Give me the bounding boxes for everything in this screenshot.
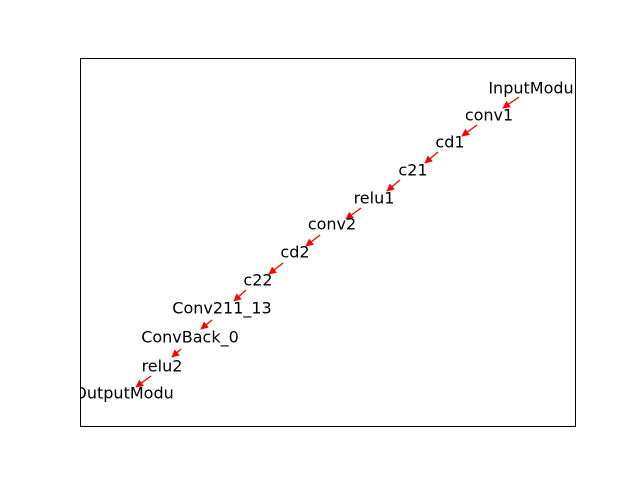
edge-n7-to-n8 bbox=[233, 289, 247, 302]
edge-n6-to-n7 bbox=[268, 262, 284, 275]
edge-n4-to-n5 bbox=[345, 207, 362, 220]
node-label-n7: c22 bbox=[243, 271, 272, 290]
node-label-n2: cd1 bbox=[435, 133, 464, 152]
edge-n0-to-n1 bbox=[502, 96, 520, 109]
node-label-n10: relu2 bbox=[142, 357, 183, 376]
plot-frame bbox=[80, 58, 576, 427]
edge-n5-to-n6 bbox=[305, 234, 321, 247]
node-label-n3: c21 bbox=[398, 161, 427, 180]
node-label-n11: OutputModu bbox=[74, 384, 173, 403]
edge-n9-to-n10 bbox=[171, 348, 182, 358]
edge-n1-to-n2 bbox=[461, 124, 478, 137]
edge-n10-to-n11 bbox=[135, 375, 152, 388]
edge-n2-to-n3 bbox=[424, 151, 439, 164]
edge-n3-to-n4 bbox=[386, 179, 401, 192]
node-label-n9: ConvBack_0 bbox=[141, 328, 239, 348]
node-label-n0: InputModu bbox=[488, 79, 573, 98]
node-label-n8: Conv211_13 bbox=[172, 299, 271, 319]
edge-layer bbox=[135, 96, 520, 388]
node-label-n6: cd2 bbox=[280, 243, 309, 262]
node-label-n4: relu1 bbox=[354, 189, 395, 208]
edge-n8-to-n9 bbox=[200, 319, 213, 330]
node-label-n5: conv2 bbox=[308, 215, 356, 234]
node-label-n1: conv1 bbox=[465, 106, 513, 125]
